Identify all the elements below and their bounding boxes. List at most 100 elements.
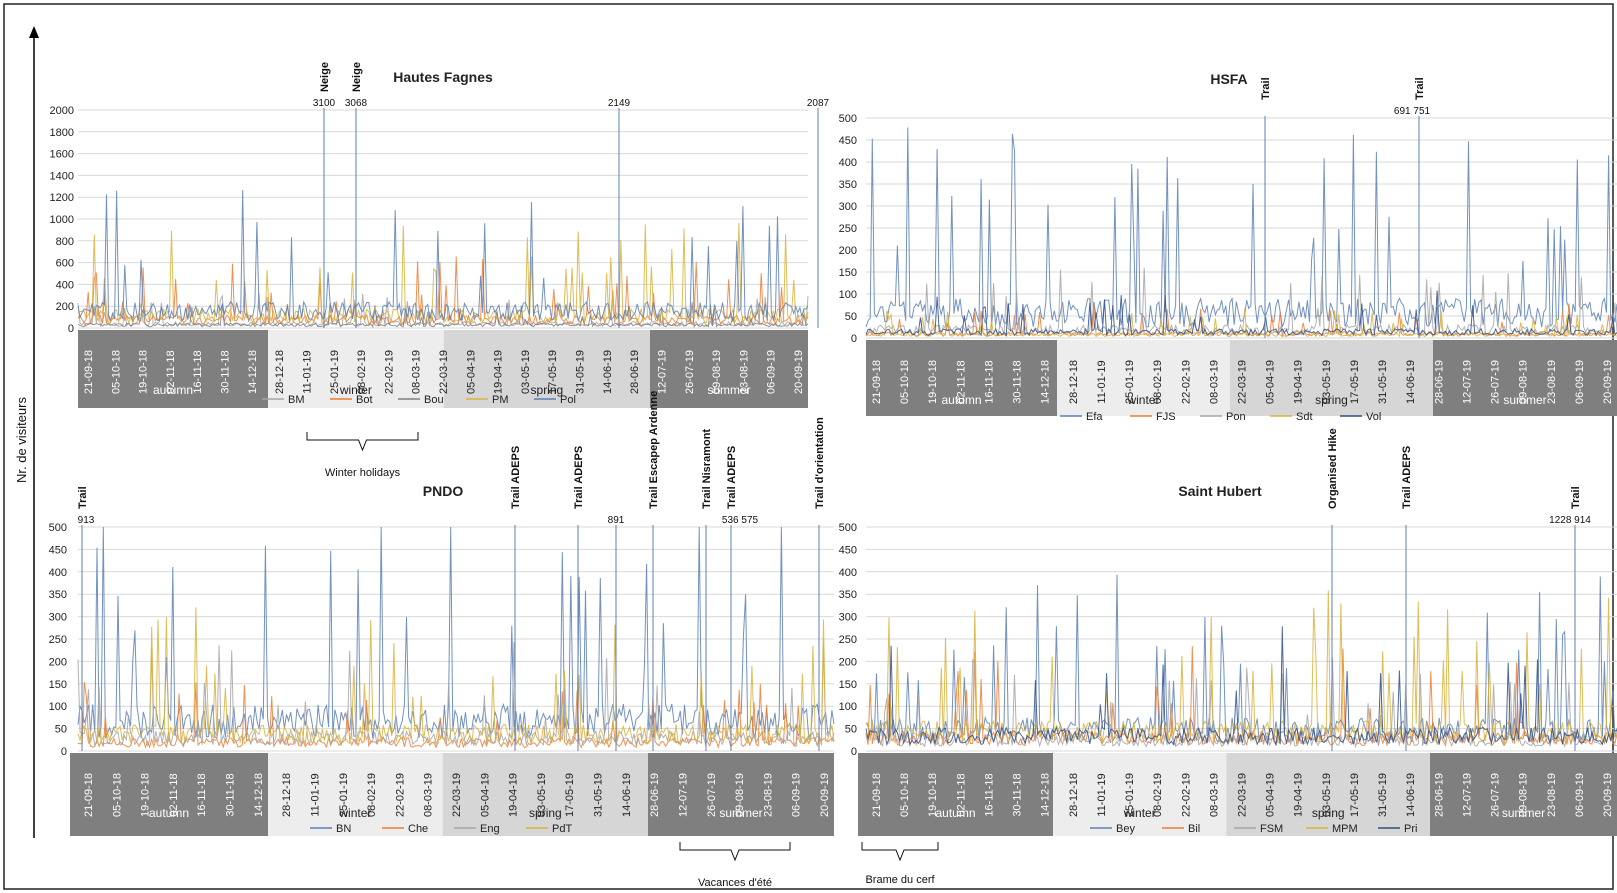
season-label: autumn: [935, 806, 975, 820]
date-tick-label: 19-10-18: [138, 350, 150, 394]
date-tick-label: 11-01-19: [301, 350, 313, 393]
season-label: spring: [529, 806, 562, 820]
date-tick-label: 03-05-19: [1321, 360, 1333, 404]
date-tick-label: 11-01-19: [309, 773, 321, 816]
season-label: summer: [1503, 393, 1546, 407]
peak-value-label: 536 575: [722, 515, 759, 526]
season-band-spring: [443, 330, 650, 408]
y-tick-label: 1400: [50, 170, 74, 182]
date-tick-label: 19-04-19: [508, 773, 520, 817]
series-line-Eng: [77, 641, 835, 748]
legend-label: BM: [288, 394, 305, 406]
peak-value-label: 913: [78, 515, 95, 526]
date-tick-label: 30-11-18: [1012, 360, 1024, 403]
y-tick-label: 400: [839, 157, 857, 169]
season-band-winter: [268, 753, 443, 836]
series-line-Che: [77, 682, 835, 750]
legend-label: PdT: [552, 823, 572, 835]
date-tick-label: 02-11-18: [955, 360, 967, 403]
peak-annotation: Trail: [1260, 77, 1272, 100]
season-label: winter: [1123, 806, 1156, 820]
brace-label: Winter holidays: [325, 467, 401, 479]
y-tick-label: 300: [839, 612, 857, 624]
date-tick-label: 08-02-19: [366, 773, 378, 817]
date-tick-label: 26-07-19: [706, 773, 718, 817]
legend-label: Eng: [480, 823, 500, 835]
season-band-winter: [1057, 340, 1230, 416]
brace-bracket: [861, 842, 939, 862]
date-tick-label: 02-11-18: [165, 350, 177, 393]
season-label: autumn: [153, 383, 193, 397]
y-tick-label: 100: [839, 289, 857, 301]
y-tick-label: 50: [845, 311, 857, 323]
date-tick-label: 22-02-19: [1180, 360, 1192, 404]
date-tick-label: 02-11-18: [955, 773, 967, 816]
season-label: spring: [1315, 393, 1348, 407]
brace-label: Brame du cerf: [865, 874, 935, 886]
date-tick-label: 05-10-18: [899, 773, 911, 817]
date-tick-label: 08-02-19: [1152, 360, 1164, 404]
brace-label: Vacances d'été: [698, 877, 772, 889]
season-label: autumn: [149, 806, 189, 820]
date-tick-label: 09-08-19: [734, 773, 746, 817]
peak-annotation: Trail ADEPS: [1401, 446, 1413, 509]
panels: Hautes Fagnes020040060080010001200140016…: [49, 62, 1617, 836]
date-tick-label: 08-02-19: [356, 350, 368, 394]
legend-label: Sdt: [1296, 411, 1313, 423]
series-line-PdT: [77, 607, 835, 746]
date-tick-label: 23-08-19: [762, 773, 774, 817]
date-tick-label: 23-08-19: [1546, 773, 1558, 817]
date-tick-label: 05-04-19: [1265, 773, 1277, 817]
y-tick-label: 400: [839, 567, 857, 579]
season-label: spring: [1312, 806, 1345, 820]
y-tick-label: 100: [839, 701, 857, 713]
series-line-Pri: [865, 626, 1617, 747]
date-tick-label: 22-03-19: [1237, 360, 1249, 404]
date-tick-label: 22-03-19: [1237, 773, 1249, 817]
date-tick-label: 05-10-18: [111, 773, 123, 817]
date-tick-label: 12-07-19: [1461, 360, 1473, 404]
peak-value-label: 891: [608, 515, 625, 526]
y-tick-label: 350: [49, 589, 67, 601]
date-tick-label: 31-05-19: [593, 773, 605, 817]
date-tick-label: 14-06-19: [602, 350, 614, 394]
season-band-autumn: [70, 753, 268, 836]
chart-title: PNDO: [423, 483, 464, 499]
date-tick-label: 20-09-19: [819, 773, 831, 817]
legend-label: Vol: [1366, 411, 1381, 423]
y-axis-label: Nr. de visiteurs: [14, 397, 29, 483]
peak-value-label: 2087: [807, 98, 830, 109]
season-label: summer: [707, 383, 750, 397]
date-tick-label: 09-08-19: [1518, 773, 1530, 817]
date-tick-label: 28-12-18: [1068, 773, 1080, 817]
season-band-winter: [268, 330, 444, 408]
date-tick-label: 17-05-19: [1349, 360, 1361, 404]
y-tick-label: 0: [61, 746, 67, 758]
y-tick-label: 450: [839, 135, 857, 147]
date-tick-label: 16-11-18: [983, 773, 995, 816]
chart-hautes-fagnes: Hautes Fagnes 0 200 400 600 800 1000 1200 1400 16…: [50, 62, 830, 408]
date-tick-label: 26-07-19: [684, 350, 696, 394]
date-tick-label: 08-02-19: [1152, 773, 1164, 817]
y-tick-label: 200: [839, 656, 857, 668]
peak-annotation: Trail Nisramont: [701, 429, 713, 509]
peak-annotation: Trail Escapep Ardenne: [648, 391, 660, 509]
date-tick-label: 12-07-19: [677, 773, 689, 817]
y-tick-label: 1000: [50, 214, 74, 226]
date-tick-label: 14-12-18: [247, 350, 259, 394]
date-tick-label: 19-04-19: [1293, 773, 1305, 817]
date-tick-label: 22-02-19: [394, 773, 406, 817]
date-tick-label: 22-02-19: [383, 350, 395, 394]
legend-label: Efa: [1086, 411, 1103, 423]
date-tick-label: 14-06-19: [1405, 773, 1417, 817]
date-tick-label: 30-11-18: [1012, 773, 1024, 816]
y-tick-label: 250: [839, 634, 857, 646]
date-tick-label: 11-01-19: [1096, 773, 1108, 816]
date-tick-label: 21-09-18: [871, 360, 883, 404]
date-tick-label: 06-09-19: [1574, 773, 1586, 817]
date-tick-label: 20-09-19: [793, 350, 805, 394]
date-tick-label: 19-10-18: [927, 360, 939, 404]
series-line-Pon: [865, 267, 1617, 337]
season-band-winter: [1053, 753, 1227, 836]
